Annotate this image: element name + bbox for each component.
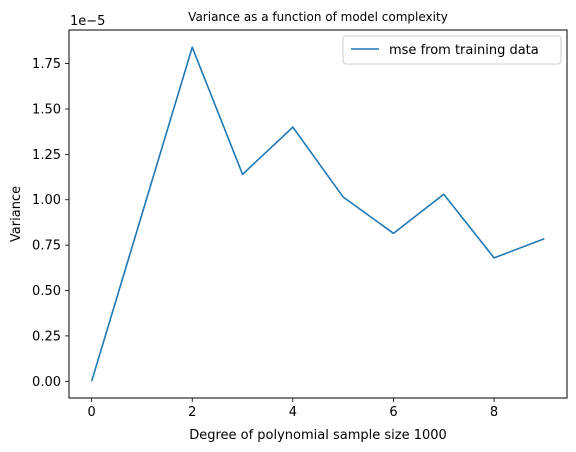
series-layer — [90, 46, 545, 382]
x-tick-label: 6 — [389, 405, 397, 420]
x-tick-label: 2 — [188, 405, 196, 420]
y-tick-label: 0.00 — [32, 375, 61, 390]
legend-label: mse from training data — [389, 43, 539, 58]
y-axis-label: Variance — [9, 186, 24, 242]
series-line — [90, 46, 545, 382]
y-tick-label: 0.75 — [32, 239, 61, 254]
y-tick-label: 1.75 — [32, 57, 61, 72]
y-tick-label: 1.25 — [32, 148, 61, 163]
x-tick-label: 8 — [490, 405, 498, 420]
legend-box — [342, 35, 562, 65]
y-tick-label: 0.25 — [32, 329, 61, 344]
y-tick-label: 1.50 — [32, 102, 61, 117]
legend: mse from training data — [342, 35, 562, 65]
y-tick-label: 1.00 — [32, 193, 61, 208]
x-tick-label: 4 — [289, 405, 297, 420]
chart-title: Variance as a function of model complexi… — [188, 10, 448, 24]
plot-frame — [68, 29, 568, 399]
y-tick-label: 0.50 — [32, 284, 61, 299]
y-offset-label: 1e−5 — [70, 14, 105, 29]
x-tick-label: 0 — [87, 405, 95, 420]
ticks-layer: 0 2 4 6 8 0.00 0.25 0.50 0.75 1.00 1.25 1.50 1.75 — [32, 57, 498, 420]
x-axis-label: Degree of polynomial sample size 1000 — [189, 428, 447, 443]
